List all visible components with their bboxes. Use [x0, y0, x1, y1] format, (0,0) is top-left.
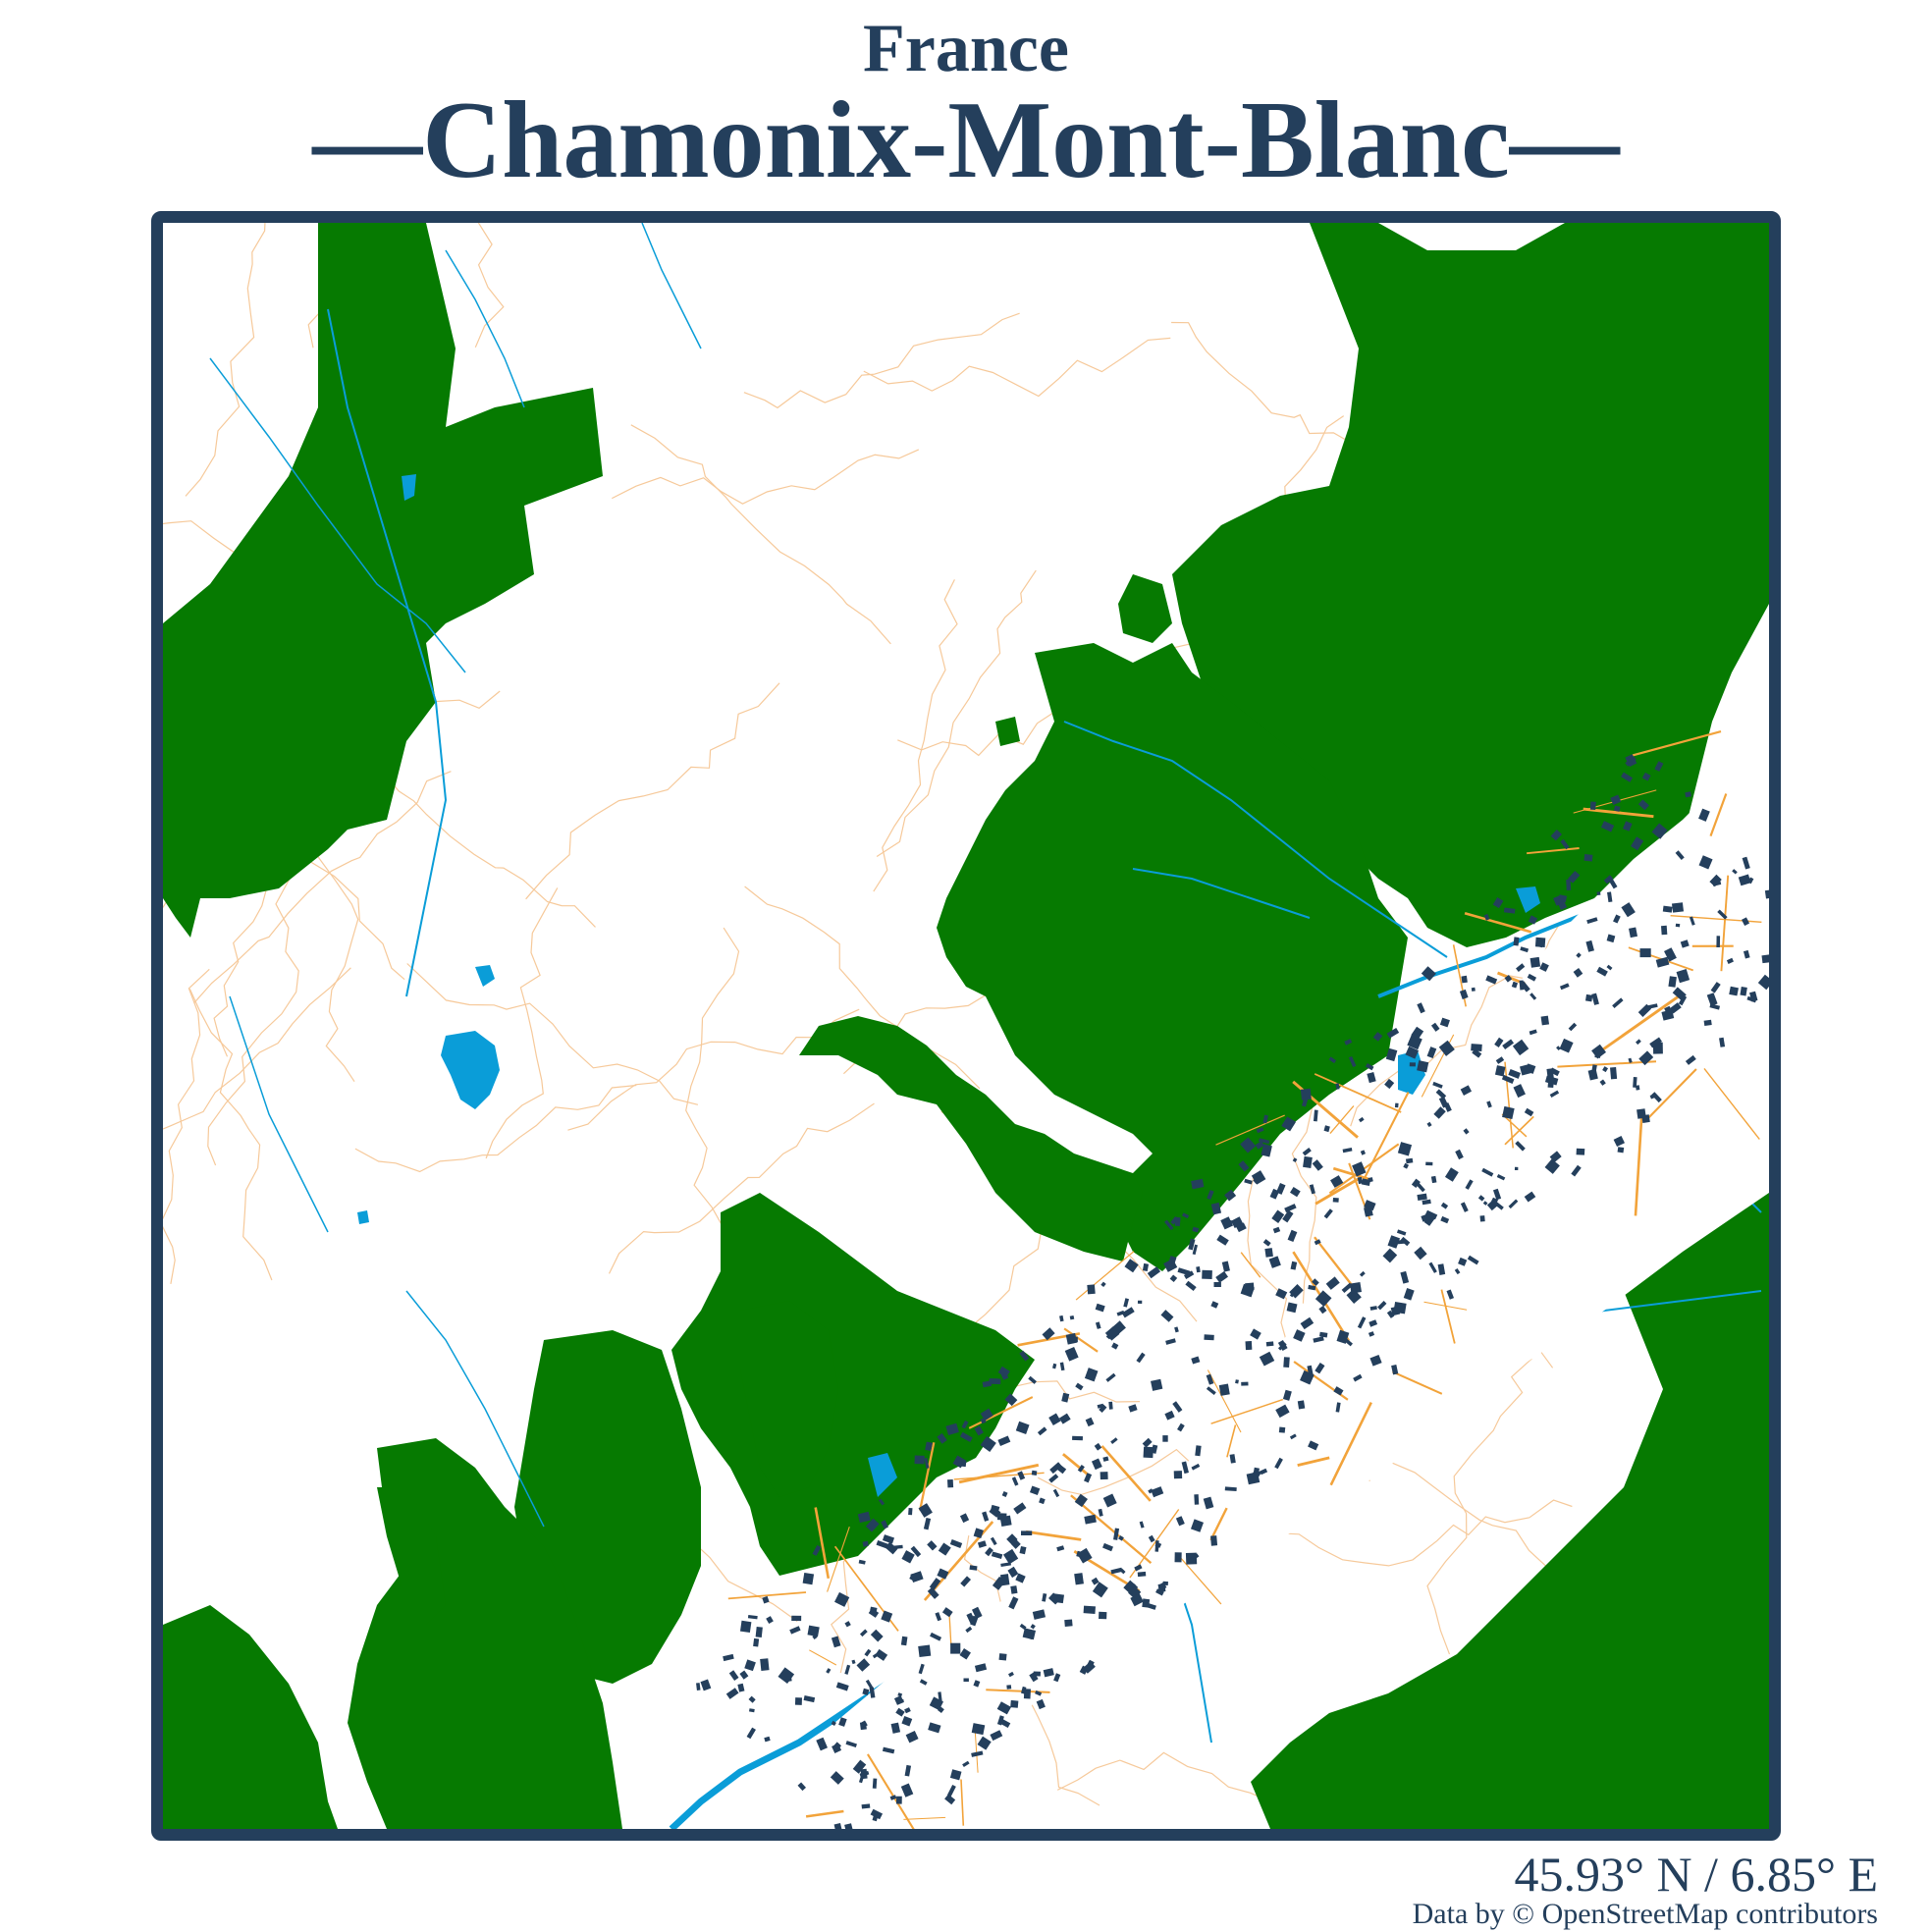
attribution-label: Data by © OpenStreetMap contributors — [1412, 1898, 1878, 1930]
lakes — [357, 474, 1540, 1497]
building-footprints — [696, 754, 1769, 1829]
coordinates-label: 45.93° N / 6.85° E — [1514, 1847, 1878, 1902]
map-frame — [151, 211, 1781, 1841]
city-title: —Chamonix-Mont-Blanc— — [312, 80, 1620, 201]
map-canvas — [151, 211, 1781, 1841]
country-title: France — [863, 11, 1069, 86]
map-border — [151, 211, 1781, 1841]
town-area — [696, 730, 1769, 1829]
